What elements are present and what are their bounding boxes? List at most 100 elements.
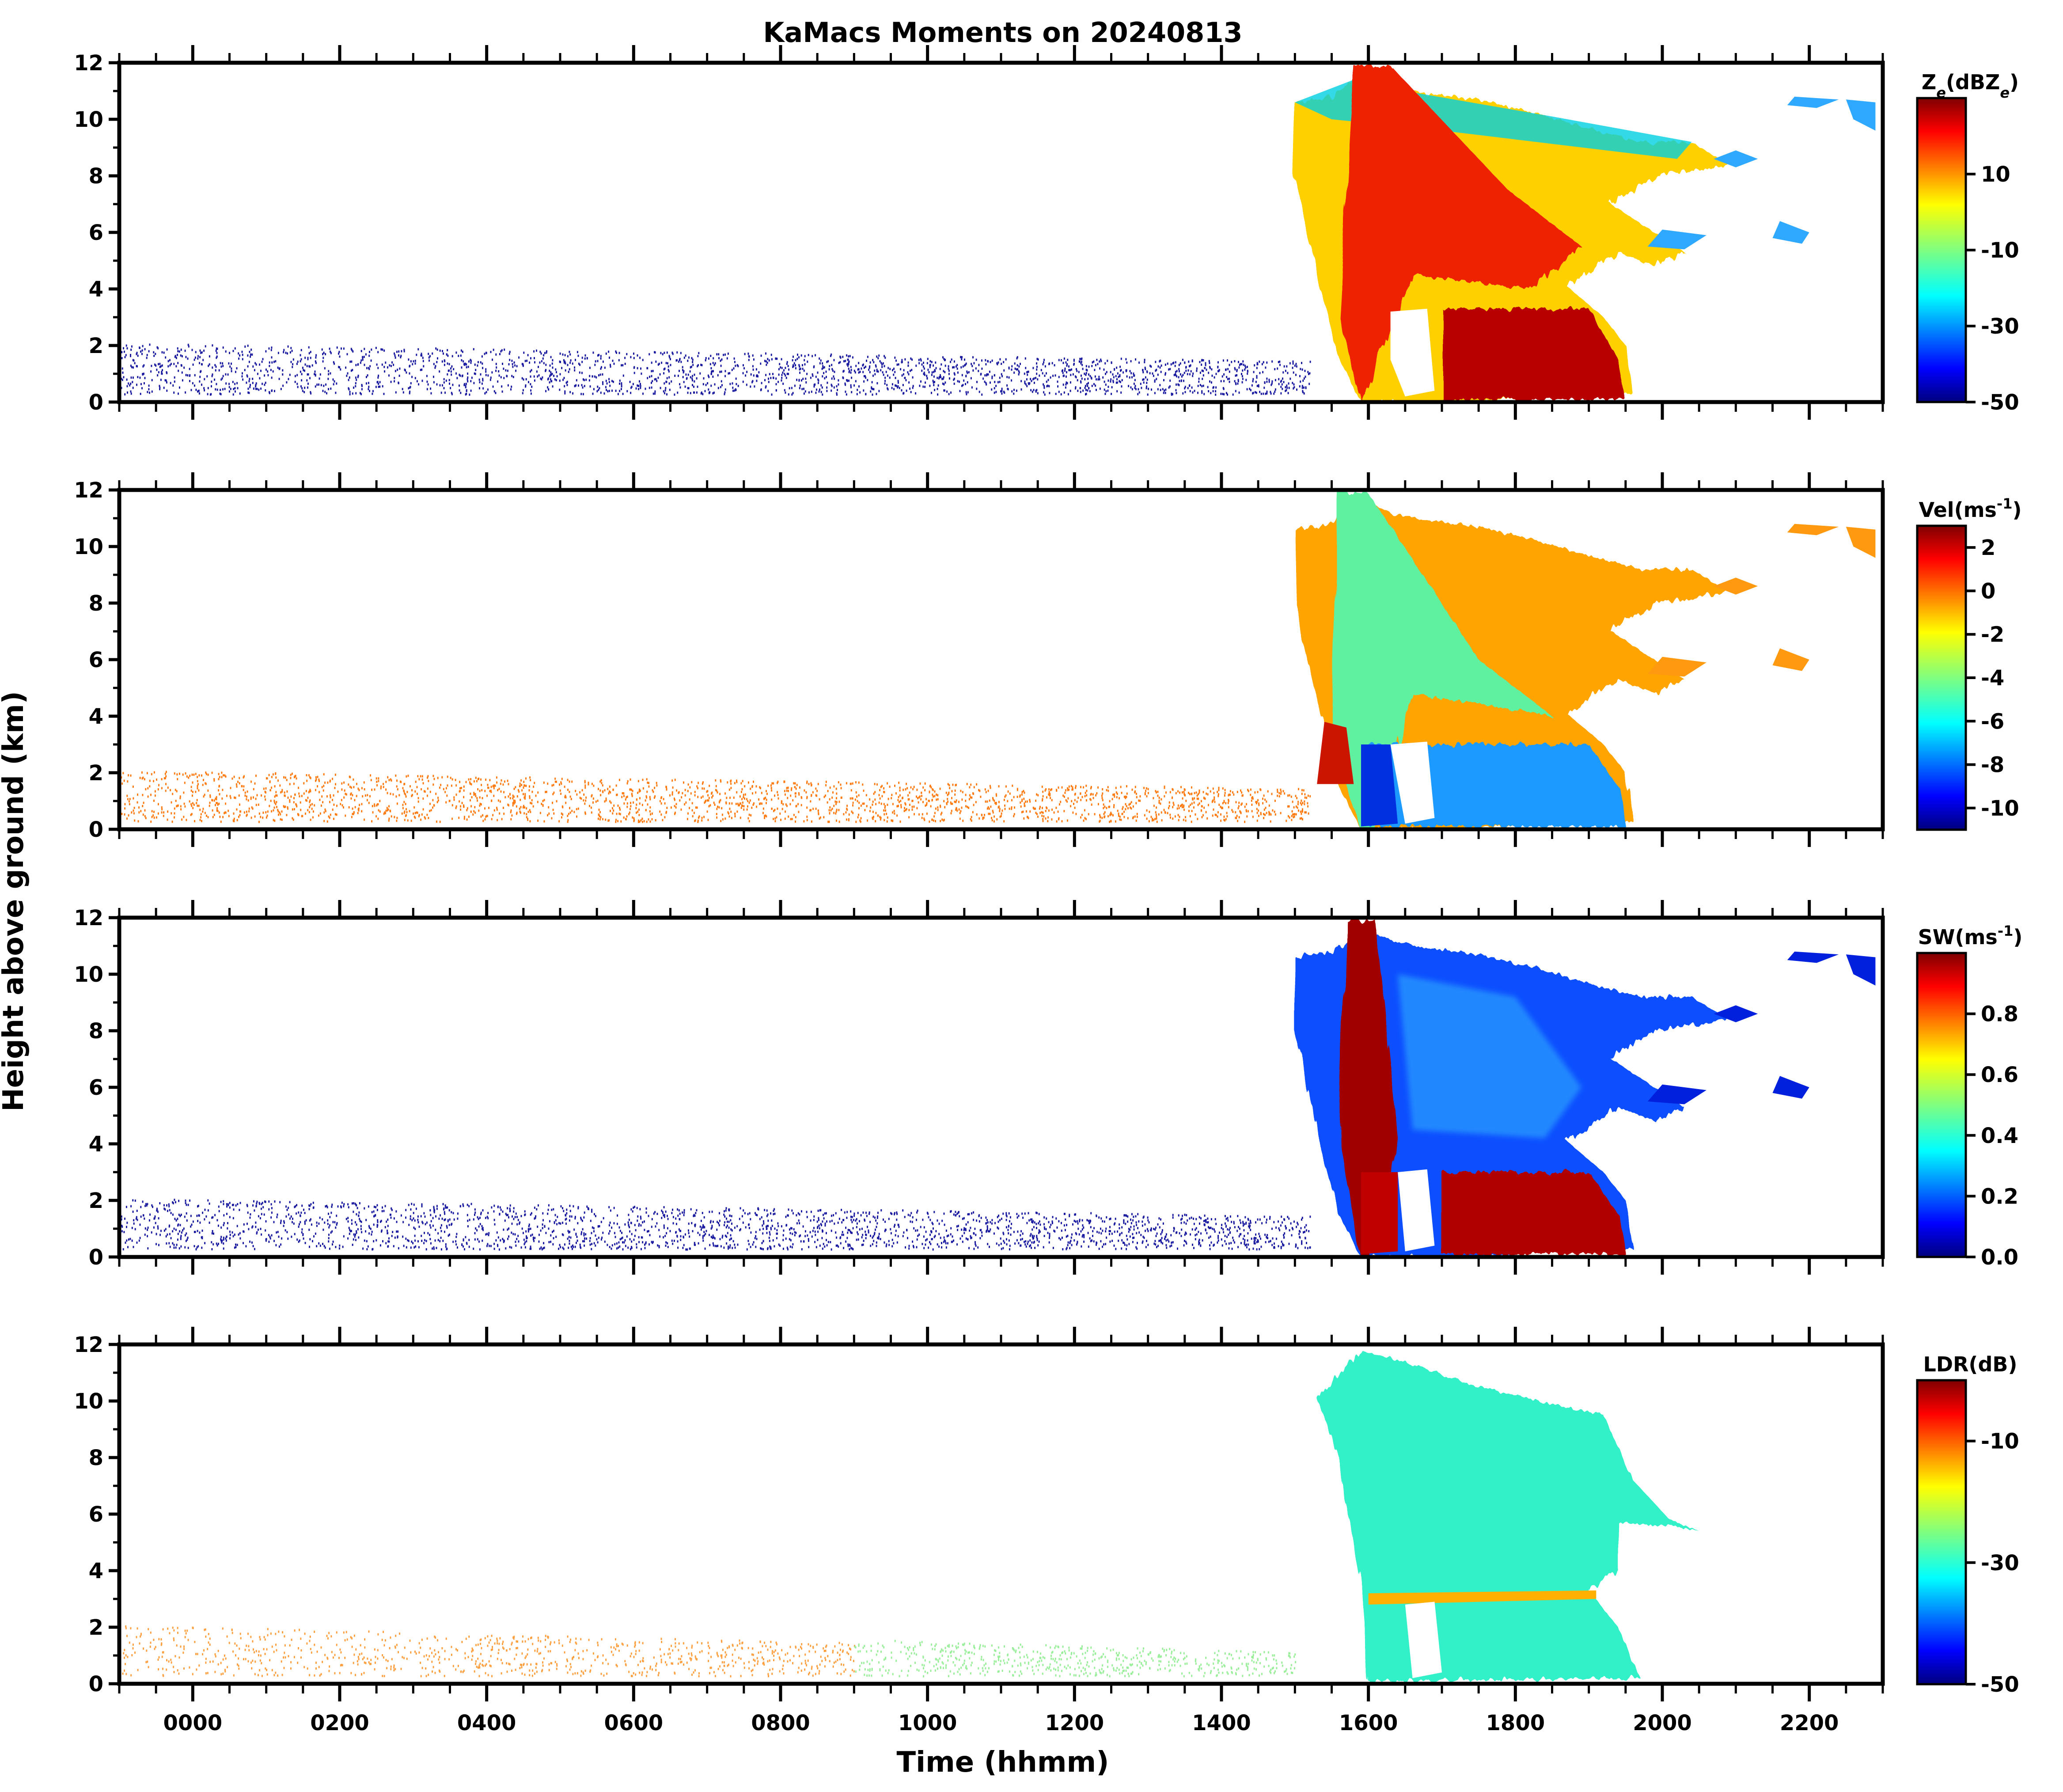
core-region (1339, 65, 1581, 402)
x-tick-label: 0000 (163, 1711, 223, 1735)
y-tick-label: 10 (74, 535, 103, 559)
y-tick-label: 8 (89, 591, 103, 616)
colorbar-tick-label: -50 (1981, 1672, 2019, 1697)
colorbar-tick-label: -50 (1981, 390, 2019, 415)
x-tick-label: 0400 (457, 1711, 516, 1735)
y-tick-label: 4 (89, 1132, 103, 1157)
x-tick-label: 0200 (310, 1711, 369, 1735)
y-tick-label: 2 (89, 1188, 103, 1213)
y-tick-label: 0 (89, 1672, 103, 1697)
storm-field (119, 65, 1876, 402)
velocity-fragment (1772, 648, 1809, 671)
y-tick-label: 2 (89, 1615, 103, 1640)
y-tick-label: 10 (74, 962, 103, 987)
colorbar-tick-label: 0 (1981, 579, 1995, 604)
echo-fragment (1714, 150, 1758, 167)
rain-region (1442, 308, 1626, 399)
colorbar-tick-label: -2 (1981, 623, 2004, 647)
echo-fragment (1846, 99, 1876, 131)
y-tick-label: 6 (89, 1075, 103, 1100)
x-axis-label: Time (hhmm) (897, 1746, 1109, 1779)
velocity-fragment (1787, 524, 1839, 535)
x-tick-label: 0800 (751, 1711, 810, 1735)
colorbar-tick-label: -6 (1981, 709, 2004, 734)
x-tick-label: 2200 (1780, 1711, 1839, 1735)
y-tick-label: 12 (74, 906, 103, 930)
echo-fragment (1772, 221, 1809, 244)
y-tick-label: 2 (89, 334, 103, 358)
colorbar-tick-label: -30 (1981, 1551, 2019, 1576)
x-tick-label: 1800 (1486, 1711, 1545, 1735)
storm-field (119, 493, 1876, 829)
colorbar: SW(ms-1) 0.8 0.6 0.4 0.2 0.0 (1916, 923, 2023, 1270)
y-tick-label: 10 (74, 107, 103, 132)
width-fragment (1714, 1005, 1758, 1022)
colorbar-tick-label: 0.4 (1981, 1124, 2018, 1148)
colorbar-tick-label: 10 (1981, 162, 2010, 187)
echo-fragment (1647, 229, 1707, 250)
y-axis-label: Height above ground (km) (0, 691, 30, 1112)
y-tick-label: 0 (89, 390, 103, 415)
colorbar-label: Vel(ms-1) (1919, 495, 2022, 522)
colorbar-tick-label: 0.8 (1981, 1002, 2018, 1027)
rain-region (1442, 1172, 1626, 1254)
y-tick-label: 6 (89, 648, 103, 672)
x-tick-label: 0600 (604, 1711, 664, 1735)
x-tick-label: 1400 (1192, 1711, 1251, 1735)
panel-spectrum_width: 0 2 4 6 8 10 12 SW(ms-1) 0.8 0.6 0.4 0.2 0.0 (74, 900, 2022, 1275)
colorbar-tick-label: 0.2 (1981, 1184, 2018, 1209)
y-tick-label: 8 (89, 164, 103, 189)
y-tick-label: 8 (89, 1019, 103, 1044)
figure-title: KaMacs Moments on 20240813 (763, 16, 1242, 49)
colorbar-label: SW(ms-1) (1918, 923, 2023, 949)
colorbar: Ze(dBZe) 10 -10 -30 -50 (1916, 70, 2019, 415)
colorbar-tick-label: 2 (1981, 535, 1995, 560)
colorbar-gradient (1916, 1379, 1967, 1686)
echo-fragment (1787, 96, 1839, 108)
width-fragment (1846, 954, 1876, 986)
colorbar-tick-label: 0.6 (1981, 1063, 2018, 1087)
x-tick-label: 1600 (1339, 1711, 1398, 1735)
velocity-fragment (1647, 657, 1707, 677)
colorbar-tick-label: -10 (1981, 796, 2019, 821)
width-fragment (1772, 1076, 1809, 1099)
colorbar-label: Ze(dBZe) (1922, 70, 2019, 101)
gap-region (1390, 308, 1435, 397)
colorbar-gradient (1916, 952, 1967, 1258)
velocity-fragment (1846, 527, 1876, 558)
colorbar-gradient (1916, 524, 1967, 831)
y-tick-label: 2 (89, 761, 103, 786)
x-tick-label: 1200 (1045, 1711, 1104, 1735)
melting-layer (1368, 1590, 1597, 1605)
width-fragment (1787, 951, 1839, 963)
panel-velocity: 0 2 4 6 8 10 12 Vel(ms-1) 2 0 -2 -4 -6 -8 -10 (74, 472, 2021, 847)
storm-field (119, 1350, 1699, 1681)
y-tick-label: 12 (74, 478, 103, 503)
x-tick-label: 2000 (1633, 1711, 1692, 1735)
y-tick-label: 4 (89, 277, 103, 302)
colorbar-gradient (1916, 97, 1967, 403)
colorbar-tick-label: -30 (1981, 314, 2019, 339)
y-tick-label: 6 (89, 1502, 103, 1527)
y-tick-label: 4 (89, 1559, 103, 1583)
y-tick-label: 12 (74, 1333, 103, 1357)
colorbar-tick-label: -10 (1981, 238, 2019, 263)
y-tick-label: 6 (89, 220, 103, 245)
colorbar: LDR(dB) -10 -30 -50 (1916, 1352, 2019, 1697)
panel-ldr: 0 2 4 6 8 10 12 0000 0200 0400 0600 0800 1000 1200 140… (74, 1327, 2019, 1735)
y-tick-label: 10 (74, 1389, 103, 1414)
width-fragment (1647, 1084, 1707, 1105)
storm-field (120, 920, 1876, 1257)
y-tick-label: 12 (74, 51, 103, 76)
panel-reflectivity: 0 2 4 6 8 10 12 Ze(dBZe) 10 -10 -30 -50 (74, 45, 2019, 420)
y-tick-label: 0 (89, 817, 103, 842)
colorbar-tick-label: 0.0 (1981, 1245, 2018, 1270)
velocity-fragment (1714, 577, 1758, 595)
colorbar-label: LDR(dB) (1923, 1352, 2017, 1376)
colorbar: Vel(ms-1) 2 0 -2 -4 -6 -8 -10 (1916, 495, 2022, 831)
y-tick-label: 0 (89, 1245, 103, 1270)
y-tick-label: 4 (89, 704, 103, 729)
y-tick-label: 8 (89, 1446, 103, 1470)
colorbar-tick-label: -4 (1981, 666, 2004, 691)
